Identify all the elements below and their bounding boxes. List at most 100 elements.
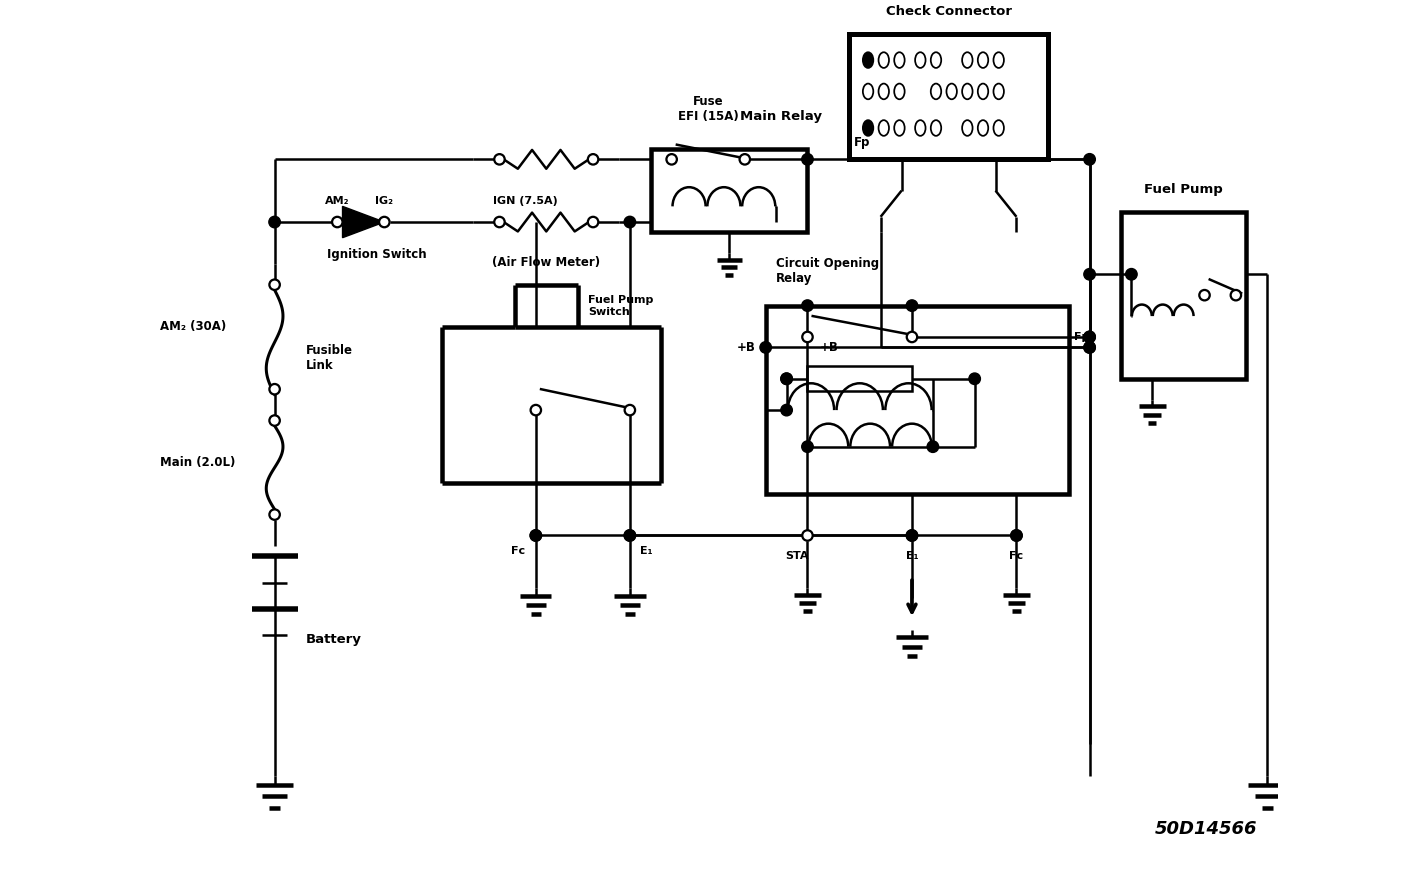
Ellipse shape [879, 52, 889, 68]
Ellipse shape [931, 120, 941, 135]
Ellipse shape [977, 52, 988, 68]
Ellipse shape [977, 84, 988, 100]
Circle shape [530, 405, 541, 415]
Text: Fp: Fp [853, 135, 870, 149]
Ellipse shape [863, 120, 873, 135]
Text: Main (2.0L): Main (2.0L) [160, 456, 235, 468]
Text: Circuit Opening
Relay: Circuit Opening Relay [776, 257, 879, 285]
Text: AM₂ (30A): AM₂ (30A) [160, 320, 226, 333]
Text: Fc: Fc [1010, 551, 1024, 561]
Ellipse shape [931, 52, 941, 68]
Circle shape [624, 405, 636, 415]
Circle shape [1084, 342, 1095, 353]
Text: STA: STA [786, 551, 808, 561]
Text: AM₂: AM₂ [325, 197, 350, 206]
Circle shape [270, 510, 280, 520]
Circle shape [761, 342, 772, 353]
Circle shape [907, 332, 917, 343]
Circle shape [1011, 531, 1022, 541]
Circle shape [907, 300, 918, 311]
Bar [766, 306, 1069, 494]
Circle shape [495, 154, 505, 164]
Circle shape [588, 217, 599, 227]
Text: IGN (7.5A): IGN (7.5A) [494, 197, 558, 206]
Circle shape [907, 530, 918, 541]
Ellipse shape [894, 84, 904, 100]
Ellipse shape [962, 84, 973, 100]
Text: Fuel Pump: Fuel Pump [1144, 183, 1223, 196]
Circle shape [801, 300, 813, 311]
Polygon shape [343, 206, 384, 238]
Circle shape [969, 373, 980, 385]
Circle shape [495, 217, 505, 227]
Circle shape [1084, 331, 1095, 343]
Bar [1121, 212, 1246, 378]
Ellipse shape [915, 52, 925, 68]
Circle shape [803, 332, 813, 343]
Circle shape [624, 530, 636, 541]
Circle shape [780, 373, 793, 385]
Ellipse shape [994, 84, 1004, 100]
Circle shape [380, 217, 389, 227]
Ellipse shape [962, 52, 973, 68]
Circle shape [801, 154, 813, 165]
Circle shape [780, 405, 793, 416]
Circle shape [1084, 331, 1095, 343]
Text: +B: +B [737, 341, 755, 354]
Circle shape [1084, 342, 1095, 353]
Circle shape [530, 531, 541, 541]
Circle shape [1084, 268, 1095, 280]
Circle shape [803, 531, 813, 541]
Circle shape [624, 216, 636, 228]
Ellipse shape [879, 120, 889, 135]
Circle shape [530, 530, 541, 541]
Text: (Air Flow Meter): (Air Flow Meter) [492, 256, 600, 269]
Circle shape [270, 280, 280, 290]
Text: 50D14566: 50D14566 [1154, 821, 1257, 838]
Bar [651, 149, 807, 232]
Text: E₁: E₁ [905, 551, 918, 561]
Circle shape [1126, 268, 1137, 280]
Circle shape [801, 440, 813, 453]
Circle shape [588, 154, 599, 164]
Ellipse shape [894, 120, 904, 135]
Text: Fc: Fc [512, 546, 526, 556]
Text: Fp: Fp [1074, 332, 1090, 342]
Ellipse shape [915, 120, 925, 135]
Text: +B: +B [820, 341, 839, 354]
Circle shape [1084, 154, 1095, 165]
Bar [807, 366, 912, 392]
Bar [849, 34, 1047, 159]
Ellipse shape [863, 52, 873, 68]
Text: IG₂: IG₂ [375, 197, 394, 206]
Ellipse shape [962, 120, 973, 135]
Ellipse shape [863, 84, 873, 100]
Ellipse shape [994, 120, 1004, 135]
Text: E₁: E₁ [640, 546, 652, 556]
Ellipse shape [894, 52, 904, 68]
Circle shape [927, 440, 939, 453]
Circle shape [269, 216, 280, 228]
Ellipse shape [879, 84, 889, 100]
Circle shape [780, 373, 793, 385]
Text: Main Relay: Main Relay [741, 110, 823, 122]
Ellipse shape [946, 84, 957, 100]
Text: Fuse
EFI (15A): Fuse EFI (15A) [678, 94, 738, 122]
Circle shape [1011, 530, 1022, 541]
Circle shape [270, 415, 280, 426]
Ellipse shape [994, 52, 1004, 68]
Circle shape [907, 531, 917, 541]
Text: Fusible
Link: Fusible Link [307, 343, 353, 371]
Circle shape [1230, 290, 1241, 301]
Circle shape [666, 154, 676, 164]
Text: Battery: Battery [307, 634, 361, 647]
Text: Ignition Switch: Ignition Switch [326, 248, 426, 261]
Ellipse shape [931, 84, 941, 100]
Circle shape [624, 531, 636, 541]
Ellipse shape [977, 120, 988, 135]
Text: Fuel Pump
Switch: Fuel Pump Switch [588, 295, 654, 316]
Circle shape [740, 154, 749, 164]
Text: Check Connector: Check Connector [886, 5, 1011, 18]
Circle shape [332, 217, 343, 227]
Circle shape [1199, 290, 1209, 301]
